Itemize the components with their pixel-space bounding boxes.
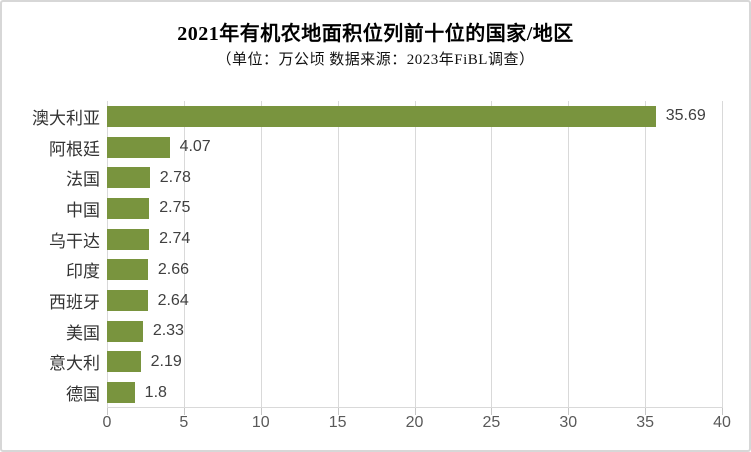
category-label: 乌干达 bbox=[49, 231, 100, 251]
x-axis-tick-label: 40 bbox=[713, 414, 731, 431]
x-axis-tick bbox=[107, 408, 108, 415]
bar bbox=[107, 136, 170, 158]
bar-value-label: 2.75 bbox=[159, 199, 191, 217]
category-label: 法国 bbox=[66, 170, 100, 190]
category-label: 中国 bbox=[66, 200, 100, 220]
chart-row: 2.78 bbox=[107, 162, 722, 193]
chart-row: 2.64 bbox=[107, 285, 722, 316]
x-axis-tick-label: 10 bbox=[251, 414, 270, 431]
bar bbox=[107, 105, 656, 127]
x-axis-tick-label: 35 bbox=[636, 414, 655, 431]
bar bbox=[107, 228, 150, 250]
bar-value-label: 2.66 bbox=[157, 260, 190, 278]
bar-rows: 35.69 4.07 2.78 2.75 2.74 2.66 2.64 2.33 2.19 1.8 bbox=[107, 101, 722, 408]
x-axis-tick-label: 20 bbox=[405, 414, 424, 431]
chart-title: 2021年有机农地面积位列前十位的国家/地区 bbox=[177, 23, 574, 45]
gridline bbox=[107, 101, 108, 408]
bar bbox=[107, 382, 135, 404]
gridline bbox=[491, 101, 493, 408]
chart-row: 35.69 bbox=[107, 101, 722, 132]
category-label: 印度 bbox=[66, 262, 100, 282]
gridline bbox=[183, 101, 185, 408]
bar bbox=[107, 320, 143, 342]
bar bbox=[107, 167, 150, 189]
chart-row: 2.75 bbox=[107, 193, 722, 224]
bar-value-label: 4.07 bbox=[179, 138, 211, 156]
x-axis-labels: 0 5 10 15 20 25 30 35 40 bbox=[103, 414, 731, 436]
x-axis-tick bbox=[260, 408, 262, 415]
gridline bbox=[645, 101, 647, 408]
chart-row: 4.07 bbox=[107, 132, 722, 163]
x-axis-tick bbox=[337, 408, 339, 415]
gridline bbox=[414, 101, 416, 408]
gridline bbox=[568, 101, 570, 408]
bar bbox=[107, 290, 148, 312]
bar-value-label: 2.78 bbox=[159, 168, 191, 186]
bar-value-label: 1.8 bbox=[144, 383, 167, 401]
chart-row: 2.74 bbox=[107, 224, 722, 255]
bar-value-label: 35.69 bbox=[665, 107, 706, 125]
x-axis-tick bbox=[568, 408, 570, 415]
bar-value-label: 2.64 bbox=[157, 291, 189, 309]
x-axis-tick-label: 5 bbox=[179, 414, 189, 431]
chart-row: 2.33 bbox=[107, 316, 722, 347]
bar bbox=[107, 197, 150, 219]
x-axis-tick-label: 30 bbox=[559, 414, 578, 431]
gridline bbox=[722, 101, 723, 408]
gridline bbox=[337, 101, 339, 408]
bar-value-label: 2.33 bbox=[152, 322, 184, 340]
chart-row: 2.66 bbox=[107, 255, 722, 286]
x-axis-tick bbox=[491, 408, 493, 415]
bar-value-label: 2.74 bbox=[159, 230, 191, 248]
category-label: 德国 bbox=[66, 385, 100, 405]
x-axis-tick-label: 25 bbox=[482, 414, 501, 431]
bar bbox=[107, 351, 141, 373]
gridline bbox=[260, 101, 262, 408]
x-axis-tick bbox=[414, 408, 416, 415]
x-axis-line bbox=[107, 407, 722, 408]
category-label: 美国 bbox=[66, 323, 100, 343]
x-axis-tick bbox=[722, 408, 723, 415]
x-axis-tick bbox=[183, 408, 185, 415]
category-label: 澳大利亚 bbox=[32, 108, 100, 128]
chart-row: 2.19 bbox=[107, 347, 722, 378]
category-label: 意大利 bbox=[49, 354, 100, 374]
category-label: 西班牙 bbox=[49, 293, 100, 313]
chart-subtitle: （单位：万公顷 数据来源：2023年FiBL调查） bbox=[216, 52, 535, 68]
x-axis-tick-label: 15 bbox=[328, 414, 347, 431]
category-label: 阿根廷 bbox=[49, 139, 100, 159]
bar bbox=[107, 259, 148, 281]
x-axis-tick bbox=[645, 408, 647, 415]
category-axis: 澳大利亚阿根廷法国中国乌干达印度西班牙美国意大利德国 bbox=[6, 101, 100, 408]
chart-row: 1.8 bbox=[107, 377, 722, 408]
plot-area: 35.69 4.07 2.78 2.75 2.74 2.66 2.64 2.33 2.19 1.8 bbox=[107, 101, 723, 415]
x-axis-tick-label: 0 bbox=[102, 414, 112, 431]
bar-value-label: 2.19 bbox=[150, 352, 182, 370]
